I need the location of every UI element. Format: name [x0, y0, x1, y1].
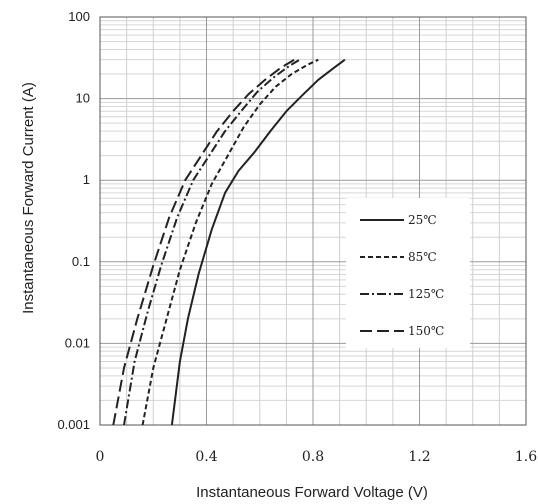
- legend-box: [346, 198, 470, 348]
- series-lines: [112, 58, 346, 426]
- y-tick-label: 100: [68, 9, 90, 24]
- x-tick-label: 0.4: [195, 449, 217, 465]
- x-tick-label: 1.6: [515, 449, 537, 465]
- plot-border: [99, 16, 527, 426]
- x-axis-title: Instantaneous Forward Voltage (V): [196, 484, 428, 501]
- series-line-3: [123, 58, 301, 426]
- legend-label: 150℃: [408, 324, 444, 338]
- series-line-2: [141, 58, 319, 426]
- legend-label: 85℃: [408, 250, 437, 264]
- series-line-4: [112, 58, 295, 426]
- y-tick-label: 0.1: [72, 254, 90, 269]
- y-tick-label: 0.01: [65, 335, 90, 350]
- x-tick-label: 0: [96, 449, 105, 465]
- x-tick-label: 0.8: [302, 449, 324, 465]
- x-tick-label: 1.2: [408, 449, 430, 465]
- plot-frame: [99, 16, 527, 426]
- y-tick-label: 10: [76, 91, 90, 106]
- tick-labels: 0.001 0.01 0.1 1 10 100 0 0.4 0.8 1.2 1.6: [57, 9, 537, 465]
- y-tick-label: 0.001: [57, 417, 90, 432]
- legend-label: 25℃: [408, 213, 437, 227]
- series-line-1: [170, 58, 346, 426]
- legend: 25℃ 85℃ 125℃ 150℃: [346, 198, 470, 348]
- y-axis-title: Instantaneous Forward Current (A): [20, 82, 37, 314]
- y-tick-label: 1: [83, 172, 90, 187]
- legend-label: 125℃: [408, 287, 444, 301]
